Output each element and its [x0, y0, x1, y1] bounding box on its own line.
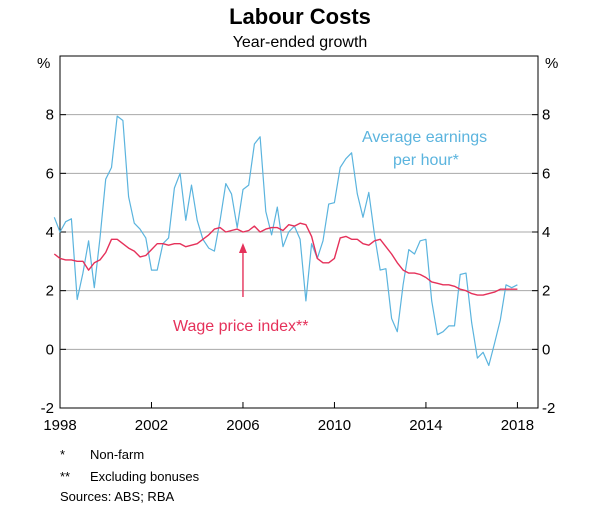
- footnote-mark: **: [60, 469, 71, 484]
- y-axis-unit-left: %: [37, 55, 50, 72]
- x-tick-label: 2002: [135, 417, 168, 434]
- y-tick-label-right: 6: [542, 165, 550, 182]
- y-tick-label-right: -2: [542, 400, 555, 417]
- footnote-non-farm: * Non-farm: [60, 447, 144, 462]
- y-tick-label-right: 0: [542, 341, 550, 358]
- x-tick-label: 2018: [501, 417, 534, 434]
- y-axis-right: -2 0 2 4 6 8: [532, 107, 555, 417]
- series-line-average-earnings: [53, 115, 518, 367]
- series-lines: [53, 115, 518, 367]
- legend-average-earnings-line1: Average earnings: [362, 129, 487, 146]
- y-tick-label-left: -2: [41, 400, 54, 417]
- y-tick-label-right: 8: [542, 107, 550, 124]
- y-tick-label-left: 0: [46, 341, 54, 358]
- x-tick-label: 2014: [409, 417, 442, 434]
- series-line-wage-price-index: [53, 222, 518, 296]
- footnote-text: Excluding bonuses: [90, 469, 200, 484]
- arrow-head: [238, 243, 247, 253]
- x-tick-label: 1998: [43, 417, 76, 434]
- chart-title: Labour Costs: [229, 4, 371, 29]
- footnote-excluding-bonuses: ** Excluding bonuses: [60, 469, 199, 484]
- x-tick-label: 2010: [318, 417, 351, 434]
- wpi-arrow: [238, 243, 247, 297]
- gridlines: [60, 114, 538, 350]
- x-tick-label: 2006: [226, 417, 259, 434]
- y-tick-label-left: 2: [46, 283, 54, 300]
- legend-average-earnings-line2: per hour*: [393, 152, 459, 169]
- footnote-mark: *: [60, 447, 66, 462]
- y-tick-label-left: 6: [46, 165, 54, 182]
- y-axis-unit-right: %: [545, 55, 558, 72]
- footnote-text: Non-farm: [90, 447, 145, 462]
- sources-note: Sources: ABS; RBA: [60, 489, 175, 504]
- x-axis: 1998 2002 2006 2010 2014 2018: [43, 402, 534, 434]
- y-tick-label-left: 8: [46, 107, 54, 124]
- y-axis-left: -2 0 2 4 6 8: [41, 107, 66, 417]
- y-tick-label-left: 4: [46, 224, 54, 241]
- y-tick-label-right: 2: [542, 283, 550, 300]
- y-tick-label-right: 4: [542, 224, 550, 241]
- legend-wage-price-index: Wage price index**: [173, 318, 308, 335]
- chart-subtitle: Year-ended growth: [233, 34, 368, 51]
